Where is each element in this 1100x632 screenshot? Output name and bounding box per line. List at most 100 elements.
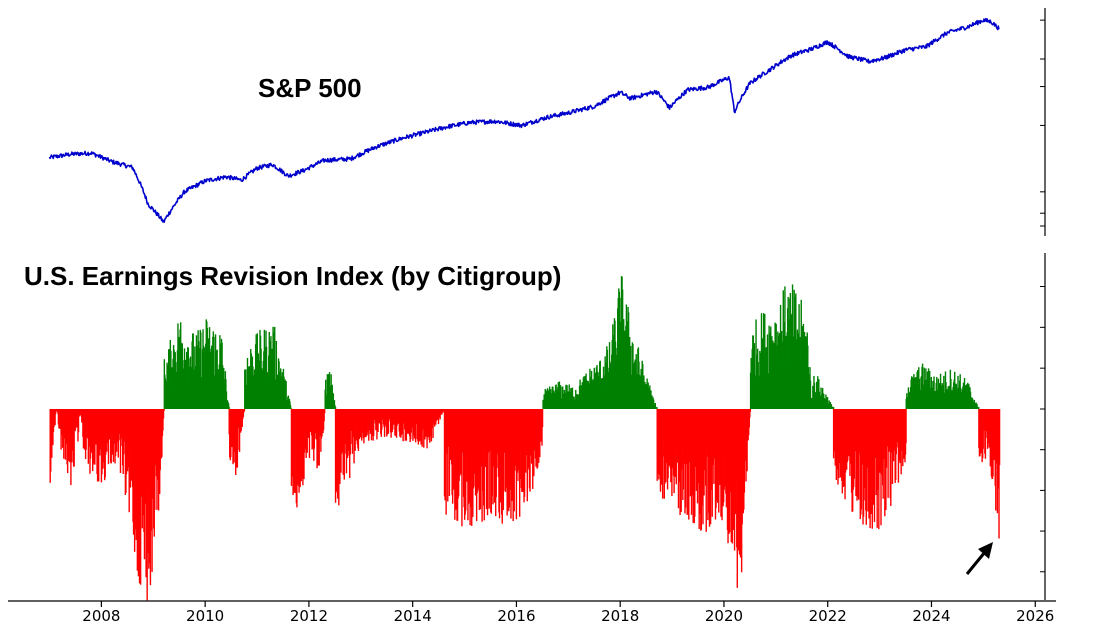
revision-bar-negative: [79, 409, 81, 415]
revision-bar-positive: [943, 375, 945, 409]
revision-bar-positive: [332, 393, 335, 409]
revision-bar-positive: [654, 403, 656, 409]
revision-bar-positive: [225, 391, 228, 409]
revision-bar-negative: [125, 409, 128, 475]
x-tick-label: 2012: [290, 607, 328, 625]
revision-bar-positive: [656, 406, 658, 409]
revision-bar-negative: [372, 409, 375, 436]
revision-bar-positive: [784, 286, 786, 409]
revision-bar-negative: [541, 409, 543, 446]
revision-bar-positive: [910, 376, 913, 409]
revision-bar-positive: [933, 376, 935, 409]
revision-bar-negative: [890, 409, 892, 506]
revision-bar-positive: [809, 380, 812, 409]
revision-bar-negative: [394, 409, 396, 436]
sp500-title: S&P 500: [258, 73, 362, 103]
revision-bar-negative: [162, 409, 164, 431]
revision-bar-positive: [652, 399, 655, 409]
revision-bar-positive: [256, 333, 258, 409]
revision-bar-negative: [664, 409, 666, 484]
revision-bar-negative: [423, 409, 425, 448]
revision-bar-negative: [486, 409, 489, 516]
revision-bar-negative: [334, 409, 337, 503]
revision-bar-positive: [755, 319, 757, 409]
revision-bar-negative: [512, 409, 514, 522]
revision-bar-negative: [445, 409, 447, 515]
revision-bar-negative: [661, 409, 664, 499]
revision-bar-negative: [992, 409, 994, 477]
revision-bar-negative: [237, 409, 239, 450]
revision-bar-positive: [583, 376, 585, 409]
revision-bar-positive: [327, 374, 330, 409]
revision-bar-negative: [857, 409, 860, 500]
revision-bar-negative: [868, 409, 870, 519]
revision-bar-negative: [903, 409, 905, 459]
revision-bar-negative: [532, 409, 534, 489]
revision-bar-negative: [538, 409, 540, 463]
revision-bar-negative: [439, 409, 441, 420]
revision-index-panel: U.S. Earnings Revision Index (by Citigro…: [24, 253, 1046, 601]
revision-bar-negative: [675, 409, 677, 485]
revision-bar-negative: [518, 409, 521, 517]
sp500-panel: S&P 500: [48, 8, 1046, 236]
revision-bar-positive: [764, 314, 766, 409]
revision-bar-negative: [51, 409, 53, 458]
revision-bar-negative: [490, 409, 493, 514]
arrow-head: [978, 542, 993, 559]
revision-bar-positive: [640, 368, 642, 409]
revision-bar-positive: [228, 406, 230, 409]
revision-bar-negative: [867, 409, 869, 512]
revision-bar-positive: [787, 296, 789, 409]
revision-bar-negative: [71, 409, 73, 463]
revision-bar-negative: [230, 409, 232, 458]
revision-bar-positive: [561, 386, 564, 409]
revision-bar-negative: [708, 409, 711, 527]
revision-y-ticks: [1040, 286, 1045, 573]
revision-bar-negative: [412, 409, 415, 436]
revision-bar-negative: [243, 409, 246, 412]
revision-bar-negative: [402, 409, 404, 442]
revision-bar-negative: [709, 409, 712, 525]
revision-bar-negative: [162, 409, 165, 419]
revision-bar-negative: [465, 409, 467, 511]
revision-bar-positive: [566, 385, 568, 409]
x-tick-label: 2022: [809, 607, 847, 625]
revision-bar-positive: [275, 340, 278, 409]
x-tick-label: 2010: [186, 607, 224, 625]
revision-bar-negative: [110, 409, 112, 464]
revision-bar-positive: [571, 387, 574, 409]
revision-bar-negative: [368, 409, 370, 441]
revision-bar-positive: [760, 313, 763, 409]
revision-bar-positive: [918, 379, 921, 409]
revision-bar-negative: [323, 409, 325, 422]
revision-bar-positive: [832, 406, 835, 409]
revision-bar-positive: [594, 372, 597, 409]
revision-bar-positive: [774, 322, 776, 409]
revision-bar-positive: [333, 400, 336, 409]
x-tick-label: 2024: [912, 607, 950, 625]
arrow-annotation: [965, 542, 993, 575]
revision-bar-positive: [589, 376, 592, 409]
x-tick-label: 2016: [497, 607, 535, 625]
revision-bar-negative: [66, 409, 69, 474]
revision-bar-negative: [871, 409, 873, 529]
revision-bar-negative: [995, 409, 997, 511]
revision-bar-negative: [998, 409, 1001, 466]
revision-bar-positive: [212, 331, 215, 409]
revision-bar-negative: [444, 409, 446, 501]
revision-bar-positive: [815, 381, 818, 409]
revision-bar-positive: [826, 397, 829, 409]
revision-bar-negative: [399, 409, 401, 437]
revision-bar-negative: [414, 409, 417, 443]
revision-bar-negative: [539, 409, 541, 458]
revision-bar-positive: [612, 334, 615, 409]
revision-bar-negative: [461, 409, 463, 527]
revision-bar-negative: [732, 409, 735, 530]
revision-bar-negative: [361, 409, 363, 441]
revision-bar-positive: [621, 289, 624, 409]
revision-bar-negative: [159, 409, 161, 471]
revision-bar-negative: [417, 409, 420, 445]
revision-bar-negative: [296, 409, 298, 508]
revision-bar-positive: [250, 353, 252, 409]
revision-bar-negative: [240, 409, 242, 432]
